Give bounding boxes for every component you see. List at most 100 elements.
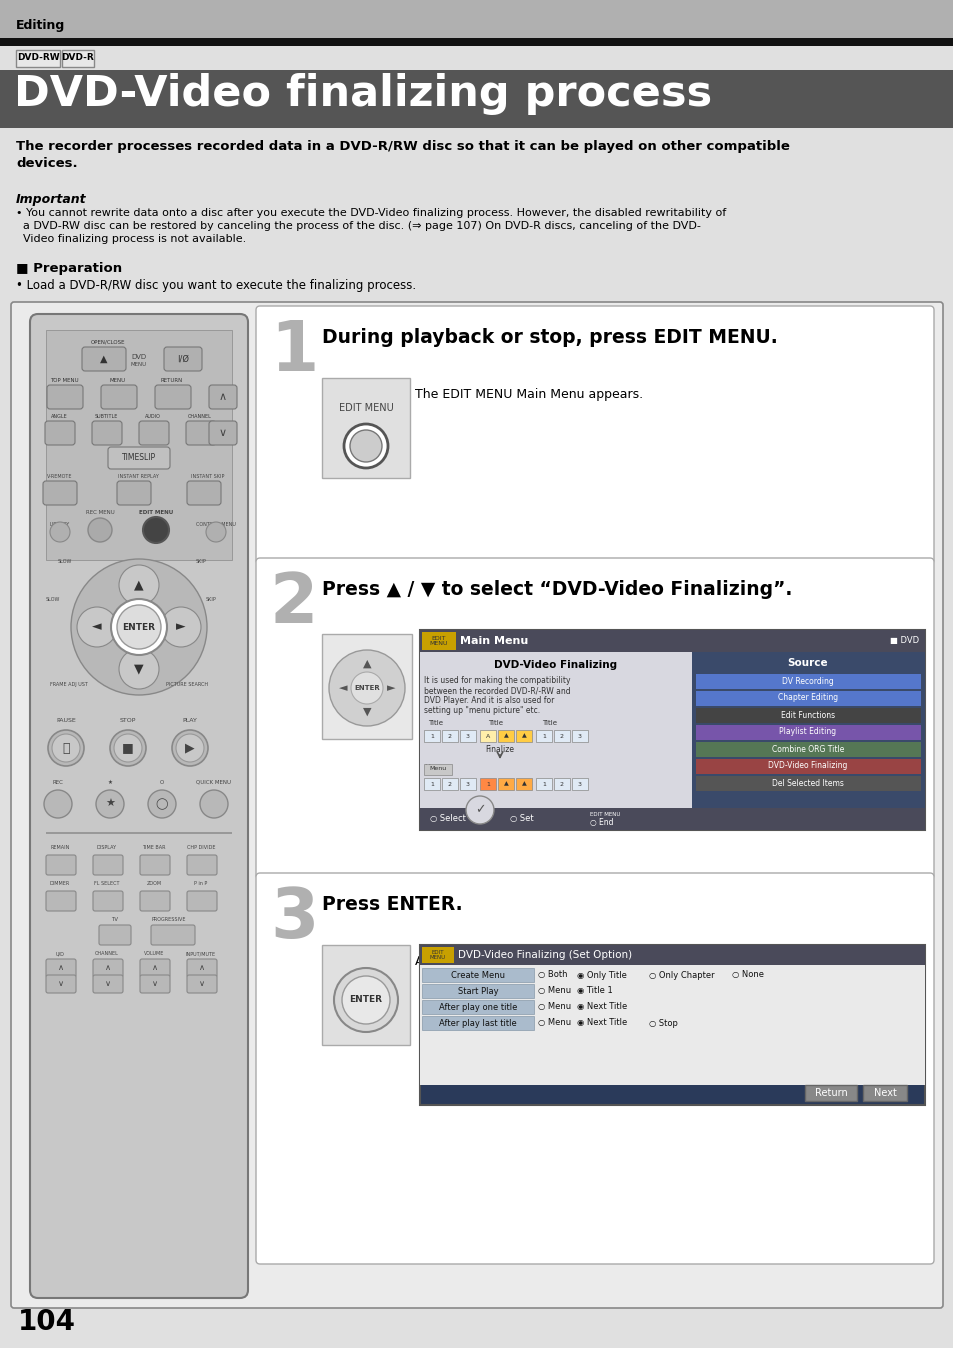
Bar: [696, 674, 920, 689]
Text: ►: ►: [386, 683, 395, 693]
Text: Start Play: Start Play: [457, 987, 497, 996]
FancyBboxPatch shape: [151, 925, 194, 945]
Text: PROGRESSIVE: PROGRESSIVE: [152, 917, 186, 922]
Bar: [260, 875, 929, 876]
Text: ∧: ∧: [199, 964, 205, 972]
FancyBboxPatch shape: [255, 306, 933, 563]
Text: SKIP: SKIP: [206, 597, 216, 603]
Text: INSTANT REPLAY: INSTANT REPLAY: [117, 474, 158, 479]
Text: V-REMOTE: V-REMOTE: [48, 474, 72, 479]
Bar: [421, 948, 454, 962]
Bar: [419, 965, 924, 1085]
Bar: [421, 968, 534, 981]
Text: Next: Next: [873, 1088, 896, 1099]
Text: CHP DIVIDE: CHP DIVIDE: [187, 845, 215, 851]
Bar: [423, 764, 452, 775]
Text: ▲: ▲: [521, 733, 526, 739]
Text: DVD-Video Finalizing (Set Option): DVD-Video Finalizing (Set Option): [457, 950, 632, 960]
Text: ∧: ∧: [58, 964, 64, 972]
Bar: [479, 778, 496, 790]
Text: I/Ø: I/Ø: [177, 355, 189, 364]
Circle shape: [110, 731, 146, 766]
Text: 2: 2: [448, 733, 452, 739]
Text: ◄: ◄: [92, 620, 102, 634]
Text: 1: 1: [541, 733, 545, 739]
Text: ■ Preparation: ■ Preparation: [16, 262, 122, 275]
Text: ■: ■: [122, 741, 133, 755]
Text: 2: 2: [559, 733, 563, 739]
Text: setting up "menu picture" etc.: setting up "menu picture" etc.: [423, 706, 539, 714]
Text: ∨: ∨: [58, 980, 64, 988]
Text: EDIT MENU: EDIT MENU: [338, 403, 393, 412]
Bar: [419, 945, 924, 1105]
Text: Editing: Editing: [16, 19, 65, 31]
Bar: [46, 330, 232, 559]
Bar: [423, 731, 439, 741]
Text: ○ End: ○ End: [589, 818, 613, 828]
FancyBboxPatch shape: [209, 421, 236, 445]
Text: ►: ►: [176, 620, 186, 634]
Text: VOLUME: VOLUME: [144, 950, 164, 956]
Bar: [419, 807, 924, 830]
Text: Title: Title: [428, 720, 443, 727]
FancyBboxPatch shape: [46, 958, 76, 977]
Text: ▲: ▲: [362, 659, 371, 669]
Bar: [696, 741, 920, 758]
Text: ○ Menu: ○ Menu: [537, 1019, 571, 1027]
Bar: [16, 50, 60, 67]
Text: EDIT MENU: EDIT MENU: [139, 510, 172, 515]
Text: DVD: DVD: [132, 355, 147, 360]
Circle shape: [351, 673, 382, 704]
Text: P in P: P in P: [194, 882, 208, 886]
Bar: [696, 759, 920, 774]
Text: ∧: ∧: [105, 964, 111, 972]
Circle shape: [111, 599, 167, 655]
Text: 1: 1: [485, 782, 490, 786]
Text: ANGLE: ANGLE: [51, 414, 68, 419]
FancyBboxPatch shape: [140, 958, 170, 977]
Text: The recorder processes recorded data in a DVD-R/RW disc so that it can be played: The recorder processes recorded data in …: [16, 140, 789, 154]
Text: Important: Important: [16, 193, 87, 206]
FancyBboxPatch shape: [46, 855, 76, 875]
Text: a DVD-RW disc can be restored by canceling the process of the disc. (⇒ page 107): a DVD-RW disc can be restored by canceli…: [16, 221, 700, 231]
Text: 1: 1: [430, 782, 434, 786]
Circle shape: [200, 790, 228, 818]
Bar: [419, 630, 924, 830]
Bar: [419, 630, 924, 652]
FancyBboxPatch shape: [187, 481, 221, 506]
Text: PLAY: PLAY: [182, 718, 197, 723]
Circle shape: [350, 430, 381, 462]
Text: PAUSE: PAUSE: [56, 718, 76, 723]
Text: 2: 2: [559, 782, 563, 786]
Text: SUBTITLE: SUBTITLE: [94, 414, 117, 419]
Text: During playback or stop, press EDIT MENU.: During playback or stop, press EDIT MENU…: [322, 328, 777, 346]
Text: between the recorded DVD-R/-RW and: between the recorded DVD-R/-RW and: [423, 686, 570, 696]
Text: ○ Stop: ○ Stop: [648, 1019, 678, 1027]
Text: ○ Menu: ○ Menu: [537, 987, 571, 996]
Circle shape: [117, 605, 161, 648]
FancyBboxPatch shape: [101, 386, 137, 408]
Bar: [536, 778, 552, 790]
Text: ★: ★: [108, 780, 112, 785]
Circle shape: [113, 735, 142, 762]
Text: ○ Select: ○ Select: [430, 814, 465, 824]
Text: 3: 3: [578, 782, 581, 786]
Circle shape: [329, 650, 405, 727]
Circle shape: [143, 518, 169, 543]
Circle shape: [172, 731, 208, 766]
Bar: [862, 1085, 906, 1101]
Text: Finalize: Finalize: [485, 745, 514, 754]
Text: CHANNEL: CHANNEL: [95, 950, 119, 956]
Bar: [441, 778, 457, 790]
Circle shape: [44, 790, 71, 818]
Text: OPEN/CLOSE: OPEN/CLOSE: [91, 340, 126, 345]
Text: EDIT MENU: EDIT MENU: [589, 811, 619, 817]
Text: ▲: ▲: [503, 782, 508, 786]
Bar: [696, 725, 920, 740]
FancyBboxPatch shape: [46, 975, 76, 993]
Bar: [0, 0, 953, 38]
Text: ✓: ✓: [475, 803, 485, 817]
FancyBboxPatch shape: [255, 558, 933, 879]
FancyBboxPatch shape: [255, 874, 933, 1264]
Circle shape: [71, 559, 207, 696]
